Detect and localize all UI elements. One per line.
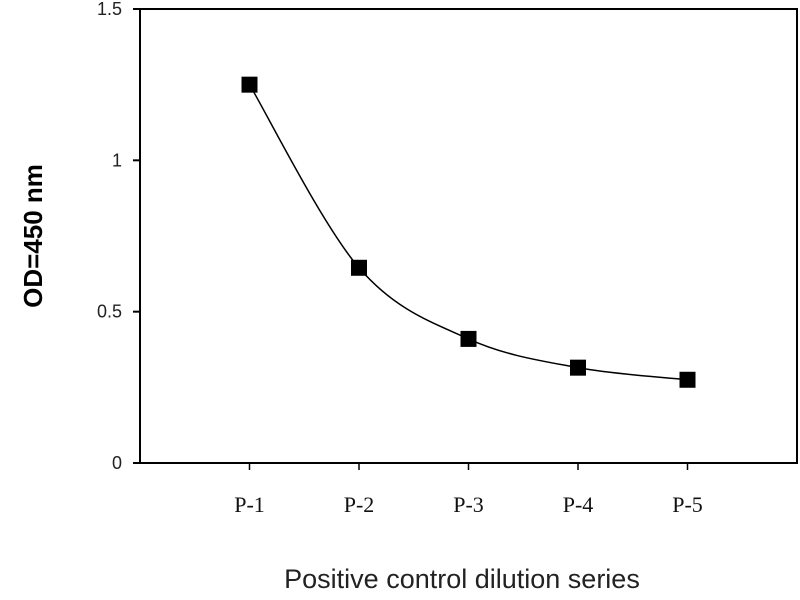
x-tick-label: P-5 [672,492,703,517]
y-tick-label: 1 [112,150,122,170]
data-point-marker [679,371,696,388]
x-tick-label: P-1 [234,492,265,517]
data-point-marker [351,259,367,276]
data-point-marker [570,359,586,376]
x-tick-label: P-2 [344,492,375,517]
x-tick-label: P-3 [453,492,484,517]
x-axis-label: Positive control dilution series [284,564,640,594]
plot-frame [139,8,798,464]
data-point-marker [460,330,477,347]
y-axis-label: OD=450 nm [18,164,48,308]
x-tick-label: P-4 [563,492,594,517]
series-line [248,84,688,381]
y-tick-label: 0.5 [97,302,122,322]
y-tick-label: 1.5 [97,0,122,19]
y-tick-label: 0 [112,453,122,473]
data-point-marker [241,76,258,93]
